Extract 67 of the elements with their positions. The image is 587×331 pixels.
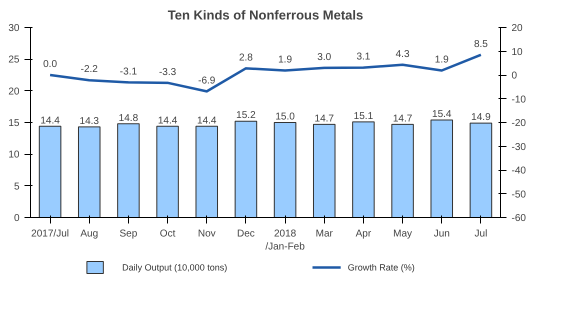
data-label: 14.4 <box>197 115 217 126</box>
bar <box>274 122 296 218</box>
y2-tick-label: -40 <box>512 166 526 176</box>
x-tick-label: Nov <box>198 228 216 240</box>
y2-tick-label: 10 <box>512 46 524 58</box>
data-label: 15.4 <box>432 108 452 120</box>
data-label: 15.1 <box>354 110 374 122</box>
data-label: 2.8 <box>238 52 254 64</box>
data-label: -2.2 <box>80 64 98 76</box>
y-tick-label: 20 <box>8 86 20 98</box>
x-tick-label: Sep <box>120 228 138 240</box>
data-label: 14.8 <box>118 112 139 124</box>
bar <box>312 124 336 218</box>
x-tick-label: Dec <box>237 228 255 240</box>
data-label: 15.0 <box>275 112 296 122</box>
y-tick-label: 10 <box>8 150 20 161</box>
data-label: 14.3 <box>80 116 100 127</box>
bar <box>470 122 492 218</box>
bar <box>117 123 140 218</box>
x-tick-label: 2017/Jul <box>31 228 69 240</box>
legend-label: Growth Rate (%) <box>348 262 415 272</box>
data-label: 14.4 <box>158 115 178 126</box>
data-label: 15.2 <box>236 110 256 122</box>
y2-tick-label: -60 <box>512 213 526 224</box>
data-label: 0.0 <box>43 59 58 70</box>
data-label: 1.9 <box>278 54 292 66</box>
data-label: 3.0 <box>317 52 332 63</box>
bar <box>234 120 258 218</box>
chart-title: Ten Kinds of Nonferrous Metals <box>168 8 364 22</box>
y-tick-label: 25 <box>8 54 20 66</box>
y2-tick-label: -10 <box>512 94 526 106</box>
data-label: -6.9 <box>198 75 216 86</box>
x-tick-label: Jul <box>474 228 488 240</box>
data-label: -3.3 <box>158 66 177 78</box>
data-label: 4.3 <box>396 48 410 60</box>
data-label: -3.1 <box>120 66 138 78</box>
y2-tick-label: 0 <box>512 70 518 82</box>
data-label: 8.5 <box>474 38 488 50</box>
data-label: 14.9 <box>471 112 492 124</box>
y-tick-label: 5 <box>14 181 20 192</box>
data-label: 1.9 <box>434 54 450 66</box>
x-tick-label: Apr <box>356 228 372 240</box>
bar <box>38 126 62 218</box>
y-tick-label: 0 <box>14 213 20 224</box>
x-tick-label: Jun <box>434 228 450 240</box>
x-tick-label: Mar <box>316 228 334 240</box>
bar <box>352 121 375 218</box>
x-tick-label: May <box>393 228 412 240</box>
bar <box>430 119 454 218</box>
y-tick-label: 15 <box>8 118 20 129</box>
data-label: 14.7 <box>392 113 413 124</box>
data-label: 14.7 <box>314 113 334 124</box>
y2-tick-label: -50 <box>512 189 526 200</box>
bar <box>391 124 414 218</box>
y2-tick-label: 20 <box>512 23 524 34</box>
bar <box>195 126 218 218</box>
y-tick-label: 30 <box>8 23 20 34</box>
legend-label: Daily Output (10,000 tons) <box>122 262 228 272</box>
bar <box>156 126 179 218</box>
x-tick-label: Oct <box>160 228 176 240</box>
data-label: 14.4 <box>40 115 60 126</box>
data-label: 3.1 <box>356 52 371 63</box>
y2-tick-label: -30 <box>512 142 526 153</box>
y2-tick-label: -20 <box>512 118 526 129</box>
bar <box>78 126 101 218</box>
x-tick-label: 2018 /Jan-Feb <box>265 228 306 253</box>
x-tick-label: Aug <box>80 228 98 240</box>
